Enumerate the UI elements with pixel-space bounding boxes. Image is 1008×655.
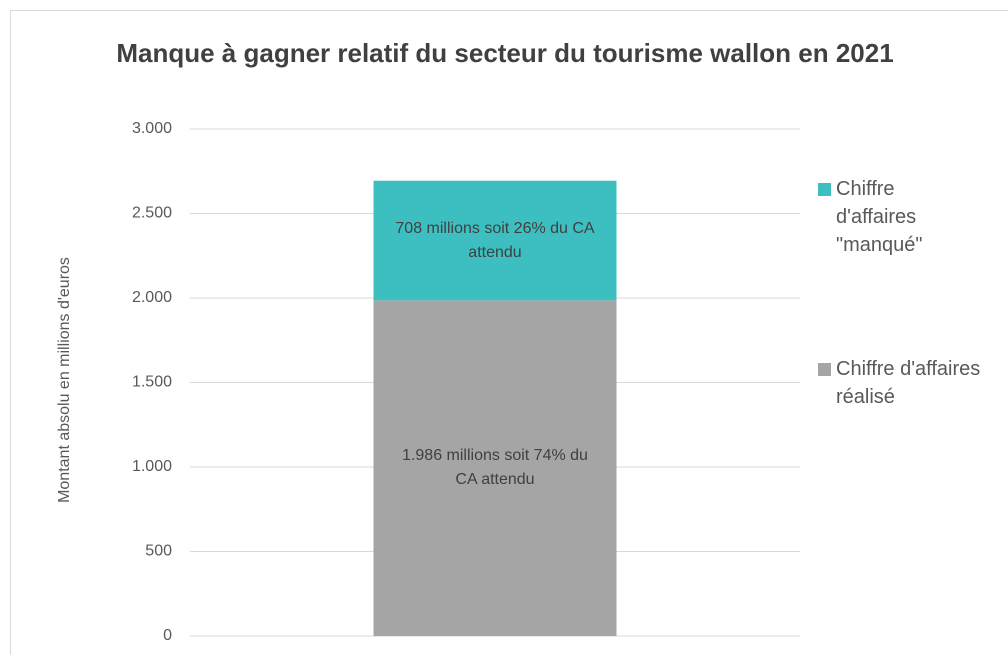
chart-title: Manque à gagner relatif du secteur du to… (116, 38, 894, 68)
legend-swatch (818, 363, 831, 376)
legend-entry: Chiffre d'affaires "manqué" (818, 175, 956, 259)
data-label: 1.986 millions soit 74% du CA attendu (402, 447, 588, 489)
y-tick-label: 2.500 (132, 205, 172, 222)
legend-label: Chiffre d'affaires "manqué" (836, 178, 923, 256)
y-tick-label: 2.000 (132, 289, 172, 306)
bar-segment (373, 180, 617, 301)
y-tick-label: 3.000 (132, 120, 172, 137)
bar-segment (373, 300, 617, 636)
y-axis-label: Montant absolu en millions d'euros (56, 257, 73, 503)
y-tick-label: 1.500 (132, 374, 172, 391)
legend-entry: Chiffre d'affaires réalisé (818, 355, 1008, 411)
y-tick-label: 500 (145, 543, 172, 560)
y-tick-label: 1.000 (132, 458, 172, 475)
legend-swatch (818, 183, 831, 196)
chart-frame (10, 10, 1008, 655)
data-label: 708 millions soit 26% du CA attendu (395, 219, 595, 261)
legend-label: Chiffre d'affaires réalisé (836, 358, 981, 408)
y-tick-label: 0 (163, 627, 172, 644)
